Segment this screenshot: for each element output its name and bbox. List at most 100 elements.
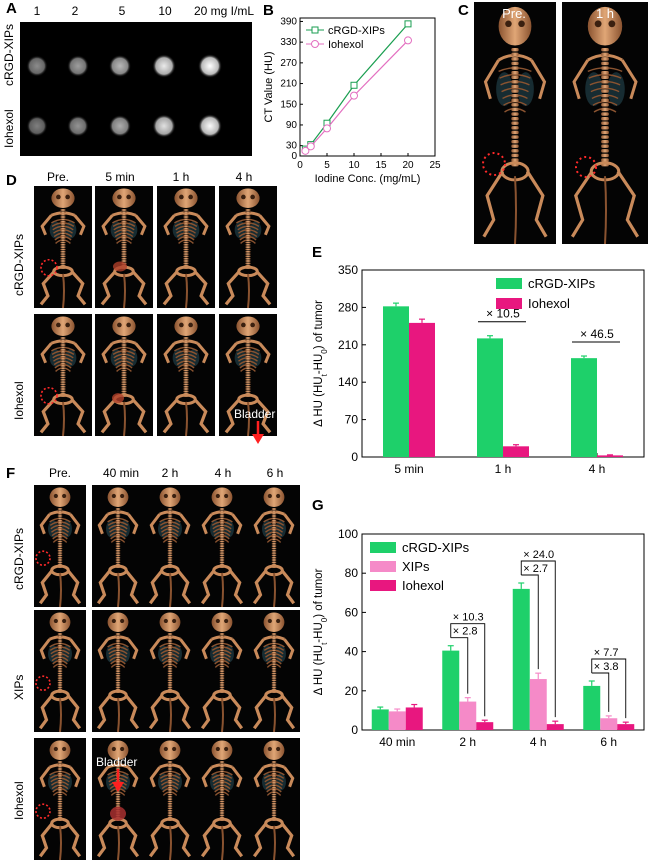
x-tick-label: 15 — [375, 160, 387, 171]
vertebra — [245, 257, 251, 260]
skull — [107, 487, 129, 507]
eye-socket — [111, 493, 116, 499]
vertebra — [511, 84, 519, 89]
vertebra — [245, 369, 251, 372]
vertebra — [271, 556, 277, 559]
vertebra — [219, 791, 225, 794]
vertebra — [57, 812, 63, 814]
phantom-well — [26, 55, 48, 77]
tumor-circle — [35, 803, 51, 819]
vertebra — [115, 761, 121, 763]
vertebra — [219, 660, 225, 663]
vertebra — [511, 52, 519, 56]
vertebra — [183, 339, 189, 342]
col-label: Pre. — [48, 466, 71, 480]
rib — [51, 527, 69, 533]
vertebra — [121, 234, 127, 237]
eye-socket — [215, 618, 220, 624]
phantom-well — [108, 114, 132, 138]
vertebra — [271, 788, 277, 791]
vertebra — [183, 348, 189, 351]
vertebra — [219, 674, 225, 677]
vertebra — [245, 262, 251, 265]
panel-label-f: F — [6, 465, 16, 482]
vertebra — [121, 213, 127, 216]
foreleg — [283, 513, 295, 535]
vertebra — [271, 519, 277, 522]
vertebra — [115, 793, 121, 796]
vertebra — [245, 358, 251, 360]
mouse-skeleton-render — [100, 188, 148, 308]
eye-socket — [179, 322, 184, 328]
vertebra — [57, 540, 63, 543]
vertebra — [60, 381, 66, 383]
conc-label: 5 — [118, 4, 126, 18]
vertebra — [57, 802, 63, 805]
vertebra — [271, 531, 277, 534]
vertebra — [245, 223, 251, 225]
vertebra — [57, 807, 63, 810]
vertebra — [167, 535, 173, 538]
vertebra — [57, 665, 63, 668]
mouse-skeleton-render — [39, 316, 87, 436]
vertebra — [271, 791, 277, 794]
vertebra — [601, 66, 609, 70]
vertebra — [167, 549, 173, 552]
vertebra — [219, 802, 225, 805]
vertebra — [57, 649, 63, 652]
hindleg — [255, 398, 272, 434]
phantom-well — [198, 54, 222, 78]
vertebra — [601, 130, 609, 135]
y-tick-label: 350 — [338, 263, 358, 277]
hindleg — [148, 822, 164, 858]
vertebra — [271, 552, 277, 554]
vertebra — [57, 640, 63, 642]
foreleg — [283, 638, 295, 660]
vertebra — [60, 376, 66, 379]
vertebra — [271, 765, 277, 768]
vertebra — [271, 660, 277, 663]
row-label-iohexol: Iohexol — [12, 781, 26, 820]
rib — [239, 235, 257, 241]
hindleg — [124, 822, 140, 858]
vertebra — [183, 213, 189, 216]
vertebra — [60, 246, 66, 248]
vertebra — [245, 383, 251, 386]
vertebra — [245, 367, 251, 370]
vertebra — [245, 381, 251, 383]
vertebra — [121, 246, 127, 248]
vertebra — [115, 651, 121, 654]
hindleg — [570, 170, 594, 238]
col-label: 4 h — [235, 170, 253, 184]
vertebra — [115, 800, 121, 803]
foreleg — [39, 513, 51, 535]
vertebra — [183, 211, 189, 214]
vertebra — [57, 793, 63, 796]
vertebra — [271, 679, 277, 682]
vertebra — [219, 779, 225, 782]
vertebra — [601, 103, 609, 107]
rib — [590, 87, 620, 93]
vertebra — [57, 647, 63, 649]
vertebra — [183, 360, 189, 363]
vertebra — [271, 554, 277, 557]
panel-label-a: A — [6, 0, 17, 17]
legend-swatch — [496, 298, 522, 309]
foreleg — [149, 766, 161, 788]
rib — [51, 350, 75, 355]
hindleg — [252, 822, 268, 858]
vertebra — [60, 378, 66, 381]
vertebra — [167, 540, 173, 543]
vertebra — [167, 644, 173, 647]
vertebra — [271, 684, 277, 686]
vertebra — [511, 75, 519, 79]
foreleg — [225, 214, 238, 236]
foreleg — [231, 638, 243, 660]
bar — [583, 685, 601, 730]
bar — [405, 707, 423, 730]
hindleg — [148, 569, 164, 605]
vertebra — [167, 552, 173, 554]
vertebra — [219, 649, 225, 652]
vertebra — [121, 351, 127, 353]
ct-3d-render — [95, 314, 153, 436]
